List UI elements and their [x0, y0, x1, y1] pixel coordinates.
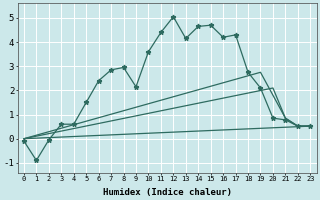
X-axis label: Humidex (Indice chaleur): Humidex (Indice chaleur): [103, 188, 232, 197]
